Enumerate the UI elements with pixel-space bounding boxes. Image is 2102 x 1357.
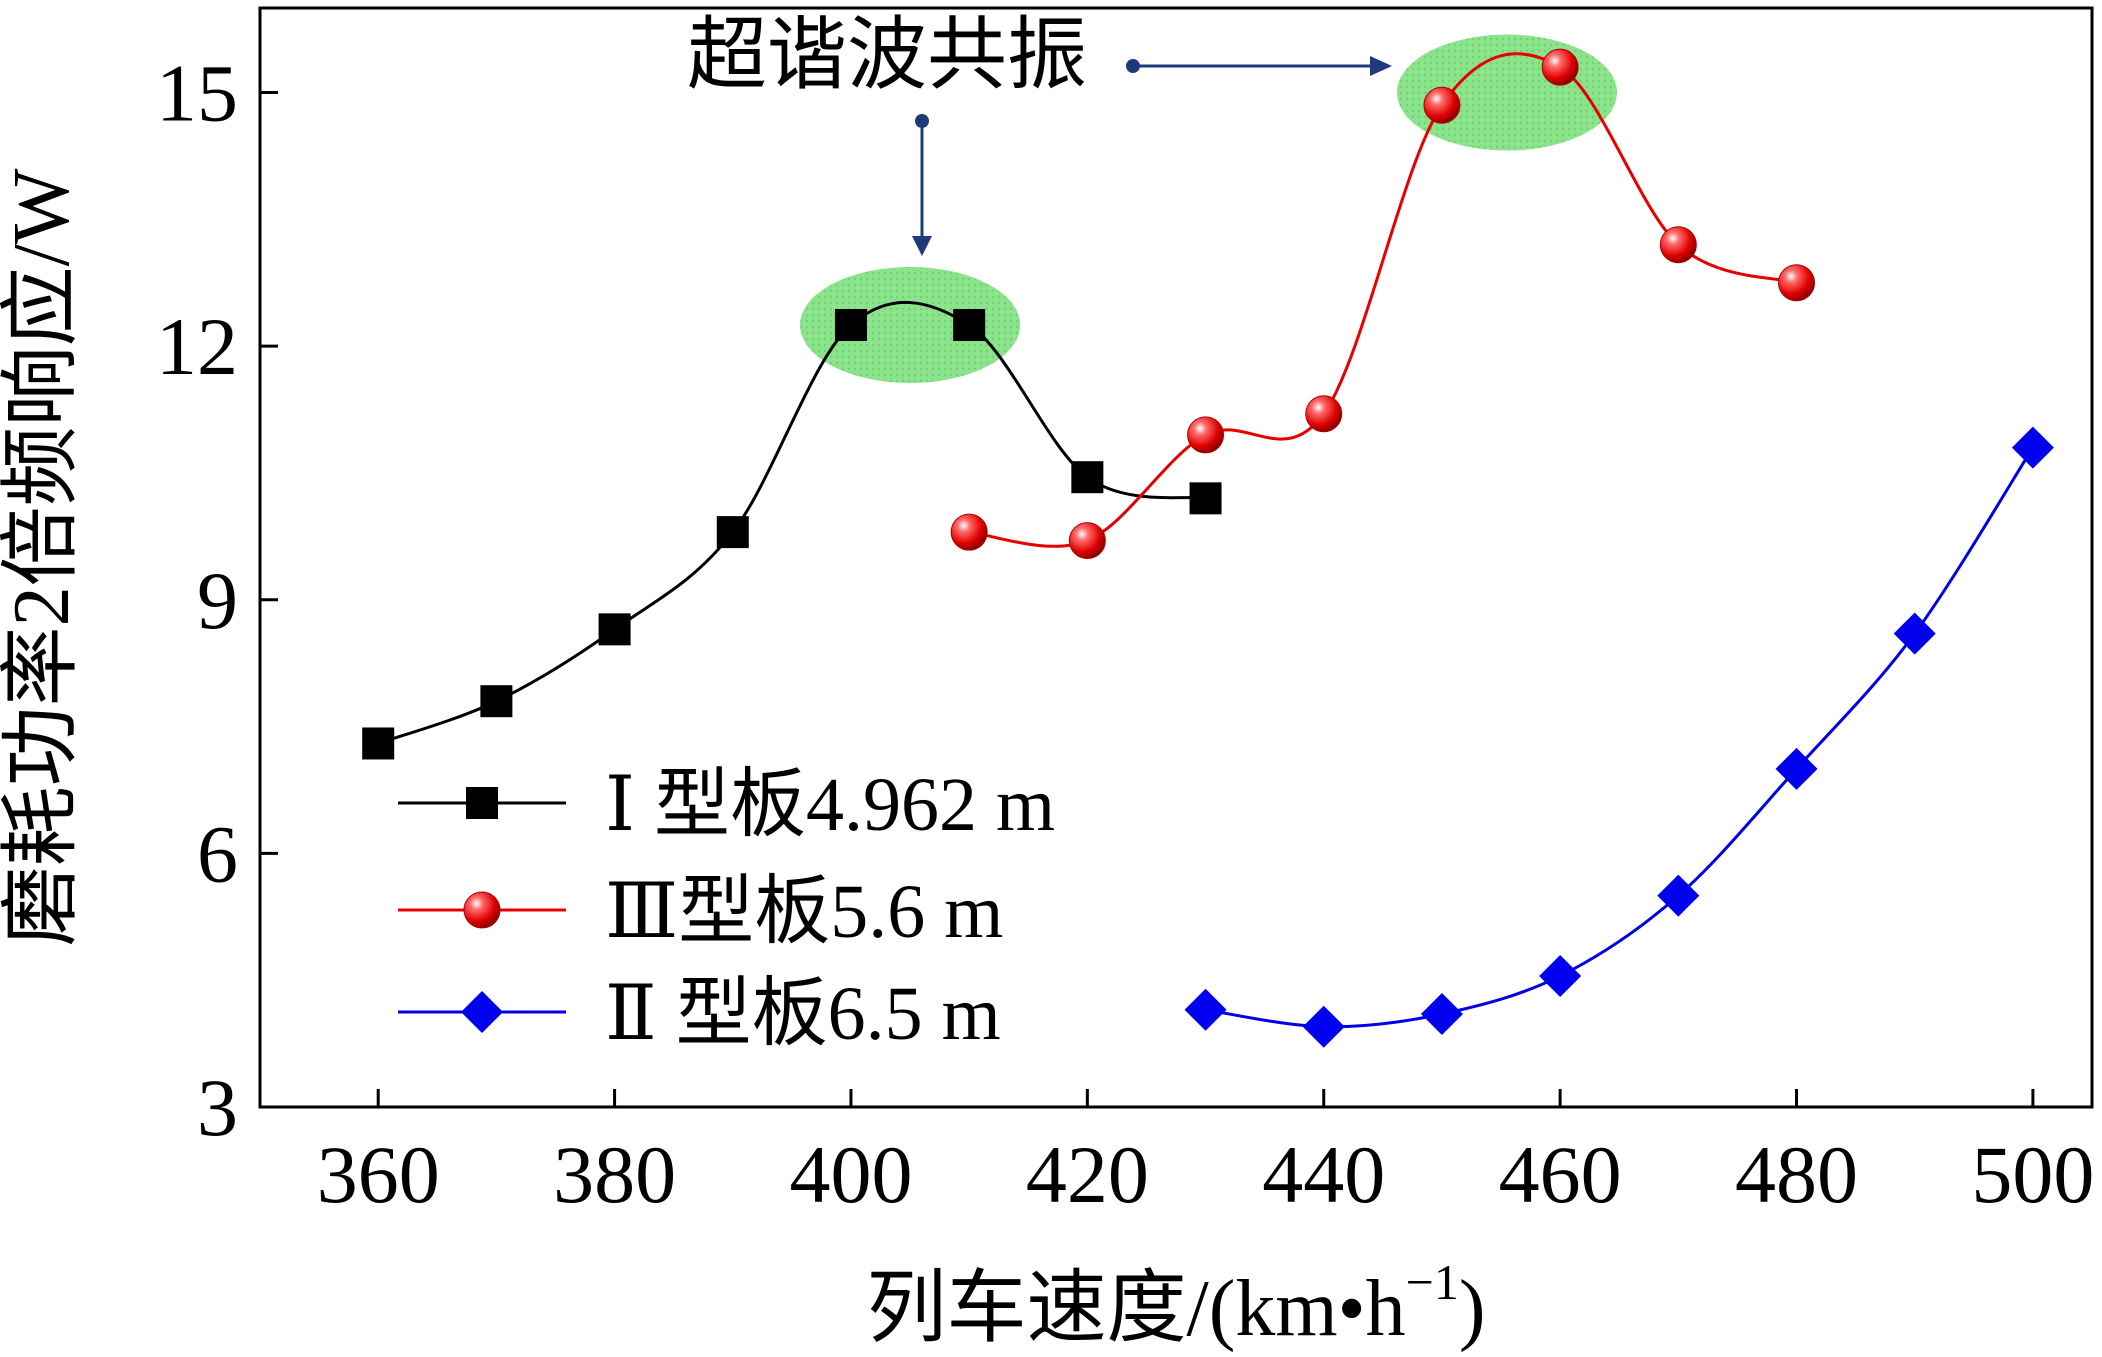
data-point (1305, 395, 1343, 433)
plot-frame (258, 6, 2094, 1109)
legend-label: Ⅱ 型板6.5 m (605, 972, 1001, 1056)
resonance-zone-1 (800, 267, 1021, 384)
data-point (1539, 954, 1582, 997)
series-line (969, 52, 1797, 548)
legend: Ⅰ 型板4.962 m Ⅲ型板5.6 m Ⅱ 型板6.5 m (398, 763, 1055, 1056)
annotation-arrowhead (912, 236, 932, 256)
annotation-label: 超谐波共振 (687, 12, 1087, 100)
x-axis-title: 列车速度/(km•h−1) (867, 1254, 1486, 1353)
y-axis: 3 6 9 12 15 (156, 48, 278, 1153)
data-point (834, 309, 867, 342)
x-tick-label: 500 (1971, 1129, 2094, 1220)
data-point (1068, 522, 1106, 560)
data-point (1420, 993, 1463, 1036)
data-point (1423, 86, 1461, 124)
y-tick-label: 6 (197, 808, 238, 899)
annotation: 超谐波共振 (687, 12, 1392, 256)
data-point (480, 685, 513, 718)
data-point (1187, 416, 1225, 454)
data-point (950, 513, 988, 551)
series-line (1205, 446, 2035, 1029)
data-point (1893, 612, 1936, 655)
legend-label: Ⅲ型板5.6 m (605, 870, 1003, 954)
x-tick-label: 360 (317, 1129, 440, 1220)
series-3 (1184, 426, 2054, 1048)
x-tick-label: 420 (1026, 1129, 1149, 1220)
y-tick-label: 12 (156, 301, 238, 392)
data-point (598, 613, 631, 646)
data-point (1189, 482, 1222, 515)
series-2 (950, 48, 1816, 560)
data-point (1541, 48, 1579, 86)
y-axis-title: 磨耗功率2倍频响应/W (0, 168, 86, 946)
annotation-arrowhead (1370, 56, 1392, 76)
data-point (953, 309, 986, 342)
legend-item: Ⅰ 型板4.962 m (398, 763, 1055, 847)
legend-item: Ⅲ型板5.6 m (398, 870, 1003, 954)
legend-marker (461, 991, 503, 1033)
data-point (1184, 988, 1227, 1031)
x-tick-label: 460 (1499, 1129, 1622, 1220)
y-tick-label: 9 (197, 555, 238, 646)
data-point (1657, 874, 1700, 917)
data-point (1071, 461, 1104, 494)
legend-marker (463, 891, 501, 929)
x-tick-label: 380 (553, 1129, 676, 1220)
data-point (1659, 226, 1697, 264)
y-tick-label: 3 (197, 1062, 238, 1153)
y-tick-label: 15 (156, 48, 238, 139)
series-line (377, 301, 1206, 745)
legend-label: Ⅰ 型板4.962 m (605, 763, 1055, 847)
data-point (1302, 1005, 1345, 1048)
data-point (1778, 264, 1816, 302)
x-tick-label: 400 (789, 1129, 912, 1220)
x-tick-label: 480 (1735, 1129, 1858, 1220)
series-1 (362, 301, 1222, 760)
legend-item: Ⅱ 型板6.5 m (398, 972, 1001, 1056)
series-layer (362, 48, 2054, 1048)
legend-marker (466, 787, 498, 819)
data-point (1775, 747, 1818, 790)
data-point (362, 727, 395, 760)
x-tick-label: 440 (1262, 1129, 1385, 1220)
data-point (716, 516, 749, 549)
x-axis: 360 380 400 420 440 460 480 500 (317, 1089, 2094, 1220)
data-point (2011, 426, 2054, 469)
